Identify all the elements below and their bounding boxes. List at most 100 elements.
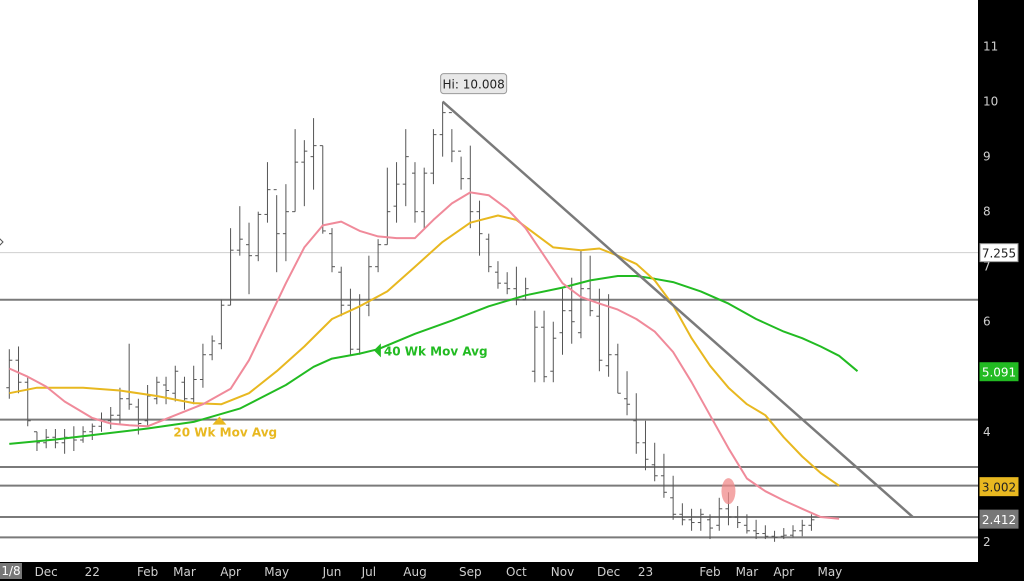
ohlc-bar <box>762 525 769 540</box>
ohlc-bar <box>384 167 391 246</box>
ohlc-bar <box>218 299 225 350</box>
x-tick-label: Feb <box>137 565 158 579</box>
ohlc-bar <box>605 294 612 377</box>
ohlc-bar <box>467 145 474 229</box>
ohlc-bar <box>116 387 123 424</box>
ohlc-bar <box>43 429 50 449</box>
y-tick-label: 11 <box>983 40 998 54</box>
x-tick-label: May <box>264 565 289 579</box>
ohlc-bar <box>402 129 409 207</box>
price-label-box <box>979 362 1019 382</box>
ohlc-bar <box>190 365 197 405</box>
ohlc-bar <box>614 343 621 394</box>
price-label: 5.091 <box>982 366 1016 380</box>
y-tick-label: 9 <box>983 150 991 164</box>
ohlc-bar <box>743 514 750 534</box>
ohlc-bar <box>126 343 133 410</box>
x-tick-label: Jul <box>361 565 376 579</box>
ohlc-bar <box>660 453 667 498</box>
x-tick-label: 23 <box>638 565 653 579</box>
ohlc-bar <box>255 211 262 262</box>
ohlc-bar <box>107 406 114 430</box>
x-tick-label: Dec <box>597 565 620 579</box>
ohlc-bar <box>282 184 289 262</box>
first-date-label: 1/8 <box>1 564 20 578</box>
highlight-marker <box>721 478 736 505</box>
ohlc-bar <box>421 167 428 229</box>
ohlc-bar <box>89 423 96 441</box>
ohlc-bar <box>504 272 511 295</box>
price-label: 3.002 <box>982 481 1016 495</box>
price-label: 7.255 <box>982 247 1016 261</box>
ohlc-bar <box>329 228 335 273</box>
ohlc-bar <box>227 228 234 306</box>
x-tick-label: Feb <box>699 565 720 579</box>
ohlc-bar <box>670 475 677 520</box>
ohlc-bar <box>292 129 299 213</box>
x-tick-label: Apr <box>773 565 794 579</box>
ohlc-bar <box>209 335 216 361</box>
series-40-wk-mov-avg <box>9 275 859 445</box>
ohlc-bar <box>771 530 778 542</box>
x-tick-label: Apr <box>220 565 241 579</box>
ohlc-bar <box>163 376 170 405</box>
ohlc-bar <box>153 376 160 405</box>
ma20-pointer-icon <box>212 416 227 425</box>
y-tick-label: 4 <box>983 425 991 439</box>
x-axis-panel <box>0 562 1024 581</box>
ma40-pointer-icon <box>373 343 381 358</box>
ohlc-bar <box>559 288 566 355</box>
ohlc-bar <box>587 255 594 317</box>
ohlc-bar <box>273 189 280 273</box>
ohlc-bar <box>633 393 640 454</box>
ohlc-bar <box>338 266 345 317</box>
price-label-box <box>979 477 1019 497</box>
ohlc-bar <box>651 442 658 482</box>
ohlc-bar <box>799 519 806 537</box>
ohlc-bar <box>568 277 575 344</box>
price-label-box <box>979 243 1019 263</box>
x-tick-label: Jun <box>322 565 342 579</box>
series-10-wk-mov-avg <box>8 191 840 520</box>
price-label-box <box>979 509 1019 529</box>
ohlc-bar <box>624 371 631 416</box>
ohlc-bar <box>494 261 501 289</box>
ohlc-bar <box>172 365 179 402</box>
first-date-box <box>0 563 22 579</box>
ohlc-bar <box>393 162 400 223</box>
price-label: 2.412 <box>982 513 1016 527</box>
ohlc-bar <box>458 150 465 190</box>
ohlc-bar <box>365 255 372 317</box>
x-tick-label: Mar <box>736 565 759 579</box>
ohlc-bar <box>688 508 695 531</box>
ohlc-bar <box>181 376 188 410</box>
ohlc-bar <box>246 222 253 295</box>
x-tick-label: 22 <box>85 565 100 579</box>
ohlc-bar <box>236 206 243 256</box>
x-tick-label: Aug <box>403 565 426 579</box>
ohlc-bar <box>707 514 714 540</box>
ohlc-bar <box>716 497 723 531</box>
y-tick-label: 8 <box>983 205 991 219</box>
ohlc-bar <box>808 514 815 531</box>
y-tick-label: 10 <box>983 95 998 109</box>
ohlc-bar <box>24 376 31 427</box>
ohlc-bar <box>411 162 418 223</box>
trend-line-layer <box>441 100 914 518</box>
ohlc-bar <box>485 233 492 273</box>
price-labels: 7.255 5.091 3.002 2.412 <box>979 243 1019 529</box>
x-tick-label: Nov <box>551 565 574 579</box>
ma20-annotation: 20 Wk Mov Avg <box>173 426 277 440</box>
x-tick-label: Oct <box>506 565 527 579</box>
x-tick-label: Mar <box>173 565 196 579</box>
y-tick-label: 6 <box>983 315 991 329</box>
ohlc-bar <box>476 200 483 256</box>
ma40-annotation: 40 Wk Mov Avg <box>384 344 488 358</box>
ohlc-bar <box>753 519 760 540</box>
ohlc-bar <box>319 145 326 234</box>
y-tick-label: 7 <box>983 260 991 274</box>
ohlc-bars <box>6 101 815 542</box>
ohlc-bar <box>301 140 308 207</box>
ohlc-bar <box>6 349 13 399</box>
ohlc-bar <box>199 343 206 388</box>
